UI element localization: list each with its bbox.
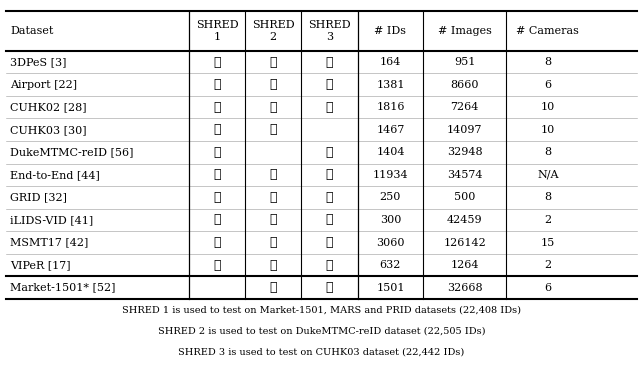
Text: 10: 10: [541, 125, 555, 135]
Text: ✓: ✓: [326, 78, 333, 91]
Text: ✓: ✓: [213, 78, 221, 91]
Text: ✓: ✓: [269, 56, 277, 68]
Text: 250: 250: [380, 193, 401, 202]
Text: 2: 2: [544, 215, 552, 225]
Text: ✓: ✓: [326, 146, 333, 159]
Text: 1404: 1404: [376, 147, 404, 157]
Text: ✓: ✓: [269, 214, 277, 226]
Text: 8: 8: [544, 57, 552, 67]
Text: 6: 6: [544, 80, 552, 89]
Text: 1501: 1501: [376, 283, 404, 293]
Text: 32948: 32948: [447, 147, 483, 157]
Text: CUHK03 [30]: CUHK03 [30]: [10, 125, 87, 135]
Text: 3DPeS [3]: 3DPeS [3]: [10, 57, 67, 67]
Text: 8: 8: [544, 193, 552, 202]
Text: ✓: ✓: [269, 281, 277, 294]
Text: 8660: 8660: [451, 80, 479, 89]
Text: Dataset: Dataset: [10, 26, 54, 36]
Text: DukeMTMC-reID [56]: DukeMTMC-reID [56]: [10, 147, 134, 157]
Text: CUHK02 [28]: CUHK02 [28]: [10, 102, 87, 112]
Text: # Images: # Images: [438, 26, 492, 36]
Text: ✓: ✓: [326, 191, 333, 204]
Text: 1816: 1816: [376, 102, 404, 112]
Text: SHRED
3: SHRED 3: [308, 20, 351, 42]
Text: 3060: 3060: [376, 238, 404, 247]
Text: 32668: 32668: [447, 283, 483, 293]
Text: ✓: ✓: [213, 168, 221, 181]
Text: ✓: ✓: [269, 168, 277, 181]
Text: ✓: ✓: [326, 259, 333, 271]
Text: ✓: ✓: [269, 259, 277, 271]
Text: 10: 10: [541, 102, 555, 112]
Text: 7264: 7264: [451, 102, 479, 112]
Text: 300: 300: [380, 215, 401, 225]
Text: ✓: ✓: [269, 191, 277, 204]
Text: ✓: ✓: [269, 123, 277, 136]
Text: 1264: 1264: [451, 260, 479, 270]
Text: 6: 6: [544, 283, 552, 293]
Text: 15: 15: [541, 238, 555, 247]
Text: ✓: ✓: [269, 236, 277, 249]
Text: iLIDS-VID [41]: iLIDS-VID [41]: [10, 215, 93, 225]
Text: # Cameras: # Cameras: [516, 26, 579, 36]
Text: ✓: ✓: [213, 56, 221, 68]
Text: ✓: ✓: [326, 168, 333, 181]
Text: ✓: ✓: [326, 236, 333, 249]
Text: ✓: ✓: [326, 101, 333, 114]
Text: ✓: ✓: [269, 78, 277, 91]
Text: ✓: ✓: [326, 214, 333, 226]
Text: SHRED 1 is used to test on Market-1501, MARS and PRID datasets (22,408 IDs): SHRED 1 is used to test on Market-1501, …: [122, 306, 521, 315]
Text: SHRED 2 is used to test on DukeMTMC-reID dataset (22,505 IDs): SHRED 2 is used to test on DukeMTMC-reID…: [158, 326, 485, 335]
Text: 2: 2: [544, 260, 552, 270]
Text: 8: 8: [544, 147, 552, 157]
Text: ✓: ✓: [213, 146, 221, 159]
Text: 14097: 14097: [447, 125, 483, 135]
Text: Airport [22]: Airport [22]: [10, 80, 77, 89]
Text: SHRED
1: SHRED 1: [196, 20, 238, 42]
Text: VIPeR [17]: VIPeR [17]: [10, 260, 71, 270]
Text: 1381: 1381: [376, 80, 404, 89]
Text: End-to-End [44]: End-to-End [44]: [10, 170, 100, 180]
Text: ✓: ✓: [213, 236, 221, 249]
Text: ✓: ✓: [213, 191, 221, 204]
Text: ✓: ✓: [326, 281, 333, 294]
Text: 126142: 126142: [444, 238, 486, 247]
Text: Market-1501* [52]: Market-1501* [52]: [10, 283, 116, 293]
Text: SHRED
2: SHRED 2: [252, 20, 294, 42]
Text: ✓: ✓: [326, 56, 333, 68]
Text: SHRED 3 is used to test on CUHK03 dataset (22,442 IDs): SHRED 3 is used to test on CUHK03 datase…: [179, 347, 465, 356]
Text: 1467: 1467: [376, 125, 404, 135]
Text: 500: 500: [454, 193, 476, 202]
Text: 951: 951: [454, 57, 476, 67]
Text: GRID [32]: GRID [32]: [10, 193, 67, 202]
Text: ✓: ✓: [269, 101, 277, 114]
Text: 42459: 42459: [447, 215, 483, 225]
Text: 164: 164: [380, 57, 401, 67]
Text: MSMT17 [42]: MSMT17 [42]: [10, 238, 88, 247]
Text: # IDs: # IDs: [374, 26, 406, 36]
Text: ✓: ✓: [213, 259, 221, 271]
Text: N/A: N/A: [537, 170, 559, 180]
Text: 34574: 34574: [447, 170, 483, 180]
Text: ✓: ✓: [213, 123, 221, 136]
Text: 11934: 11934: [372, 170, 408, 180]
Text: 632: 632: [380, 260, 401, 270]
Text: ✓: ✓: [213, 101, 221, 114]
Text: ✓: ✓: [213, 214, 221, 226]
